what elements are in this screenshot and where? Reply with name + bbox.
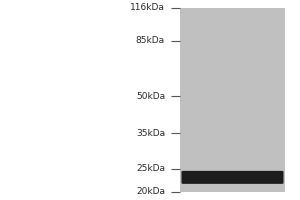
Bar <box>180 8 285 192</box>
Text: 116kDa: 116kDa <box>130 3 165 12</box>
Text: 85kDa: 85kDa <box>136 36 165 45</box>
Text: 25kDa: 25kDa <box>136 164 165 173</box>
FancyBboxPatch shape <box>182 171 284 184</box>
Text: 50kDa: 50kDa <box>136 92 165 101</box>
Text: 20kDa: 20kDa <box>136 188 165 196</box>
Text: 35kDa: 35kDa <box>136 129 165 138</box>
